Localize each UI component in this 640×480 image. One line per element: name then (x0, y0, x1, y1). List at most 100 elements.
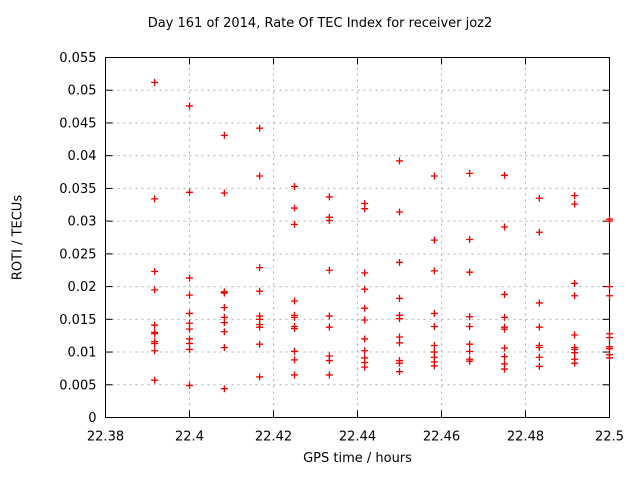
data-point-marker (466, 323, 474, 331)
data-point-marker (291, 220, 298, 228)
data-point-marker (325, 193, 333, 201)
data-point-marker (186, 340, 193, 348)
data-point-marker (151, 268, 159, 276)
data-point-marker (430, 236, 438, 244)
data-point-marker (291, 204, 298, 212)
data-point-marker (535, 228, 543, 236)
data-point-marker (220, 131, 228, 139)
chart-title: Day 161 of 2014, Rate Of TEC Index for r… (147, 16, 493, 31)
y-tick-label: 0 (88, 411, 96, 426)
data-point-marker (501, 344, 508, 352)
data-point-marker (151, 78, 159, 86)
y-tick-label: 0.03 (68, 215, 97, 230)
data-point-marker (361, 347, 369, 355)
y-tick-label: 0.015 (59, 313, 96, 328)
data-point-marker (430, 342, 438, 349)
x-tick-label: 22.44 (339, 430, 376, 445)
data-point-marker (291, 313, 298, 321)
data-point-marker (325, 357, 333, 365)
data-point-marker (361, 304, 369, 312)
data-point-marker (256, 172, 264, 180)
data-point-marker (571, 349, 579, 357)
data-point-marker (325, 371, 333, 379)
x-axis-label: GPS time / hours (303, 451, 412, 466)
data-point-marker (361, 269, 369, 277)
data-point-marker (535, 299, 543, 307)
y-axis-label: ROTI / TECUs (10, 194, 26, 281)
data-point-marker (571, 359, 579, 367)
data-point-marker (396, 339, 403, 347)
data-point-marker (361, 205, 369, 213)
data-point-marker (256, 264, 264, 272)
y-tick-label: 0.01 (68, 346, 97, 361)
x-tick-label: 22.42 (255, 430, 292, 445)
data-point-marker (325, 216, 333, 224)
data-point-marker (186, 188, 193, 196)
data-point-marker (291, 324, 298, 332)
data-point-marker (256, 373, 264, 381)
data-point-marker (220, 319, 228, 327)
data-point-marker (325, 312, 333, 320)
data-point-marker (396, 157, 403, 165)
data-point-marker (571, 331, 579, 339)
data-point-marker (606, 354, 613, 362)
data-point-marker (606, 292, 613, 300)
data-point-marker (291, 371, 298, 379)
y-tick-label: 0.055 (59, 51, 96, 66)
y-tick-label: 0.005 (59, 378, 96, 393)
data-point-marker (256, 340, 264, 348)
data-point-marker (361, 316, 369, 324)
data-point-marker (291, 182, 298, 190)
data-point-marker (186, 309, 193, 317)
data-point-marker (186, 102, 193, 110)
data-point-marker (186, 274, 193, 282)
data-point-marker (606, 283, 613, 291)
x-tick-label: 22.46 (423, 430, 460, 445)
data-point-marker (535, 343, 543, 351)
data-point-marker (396, 333, 403, 341)
data-point-marker (291, 347, 298, 355)
data-point-marker (396, 294, 403, 302)
x-tick-label: 22.5 (595, 430, 624, 445)
data-point-marker (220, 385, 228, 393)
y-tick-label: 0.035 (59, 182, 96, 197)
data-point-marker (361, 363, 369, 371)
data-point-marker (151, 347, 159, 355)
data-point-marker (501, 223, 508, 231)
data-point-marker (220, 189, 228, 197)
data-point-marker (606, 345, 613, 353)
data-point-marker (571, 279, 579, 287)
data-point-marker (396, 258, 403, 266)
data-point-marker (291, 297, 298, 305)
data-point-marker (325, 266, 333, 274)
data-point-marker (571, 292, 579, 300)
data-point-marker (361, 335, 369, 343)
data-point-marker (220, 343, 228, 351)
data-point-marker (151, 340, 159, 348)
y-tick-label: 0.05 (68, 84, 97, 99)
data-point-marker (186, 291, 193, 299)
data-point-marker (606, 217, 613, 225)
data-point-marker (151, 321, 159, 329)
data-point-marker (430, 172, 438, 180)
data-point-marker (396, 208, 403, 216)
data-point-marker (571, 192, 579, 200)
data-point-marker (186, 319, 193, 327)
data-point-marker (501, 171, 508, 179)
data-point-marker (256, 323, 264, 331)
data-point-marker (535, 323, 543, 331)
data-point-marker (256, 124, 264, 132)
data-point-marker (220, 289, 228, 297)
data-point-marker (361, 285, 369, 293)
data-point-marker (430, 309, 438, 317)
data-point-marker (186, 381, 193, 389)
data-point-marker (396, 315, 403, 323)
data-point-marker (151, 195, 159, 203)
data-point-marker (430, 362, 438, 370)
data-point-marker (466, 347, 474, 355)
data-point-marker (466, 235, 474, 243)
data-point-marker (396, 368, 403, 376)
data-point-marker (430, 267, 438, 275)
